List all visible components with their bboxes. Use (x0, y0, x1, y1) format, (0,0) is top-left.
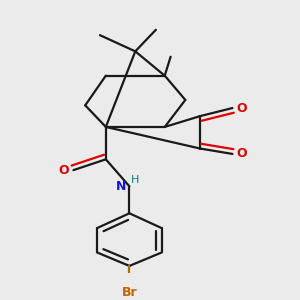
Text: H: H (131, 175, 139, 185)
Text: O: O (58, 164, 69, 177)
Text: O: O (237, 101, 247, 115)
Text: N: N (116, 180, 126, 193)
Text: O: O (237, 147, 247, 161)
Text: Br: Br (122, 286, 137, 299)
